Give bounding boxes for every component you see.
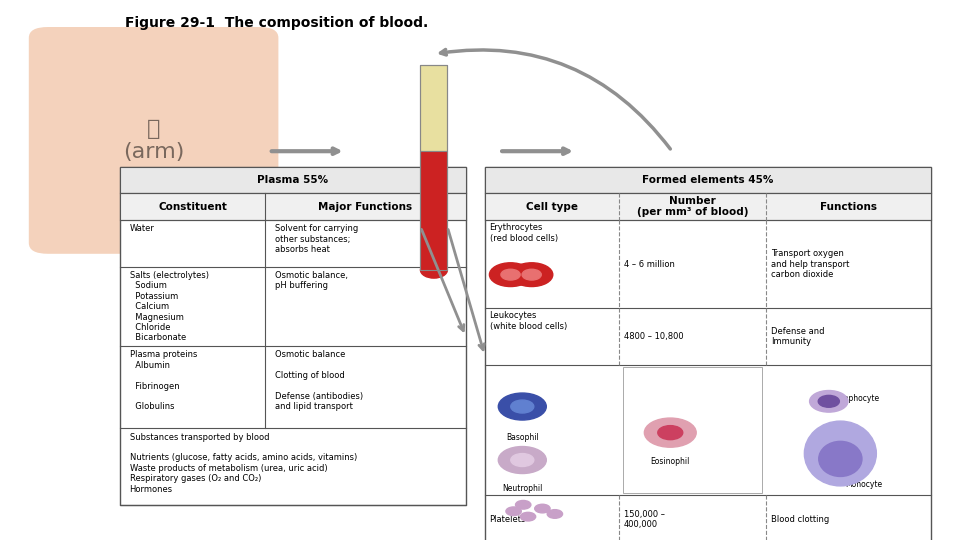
Circle shape xyxy=(511,400,534,413)
FancyBboxPatch shape xyxy=(485,167,931,193)
Text: Plasma proteins
  Albumin

  Fibrinogen

  Globulins: Plasma proteins Albumin Fibrinogen Globu… xyxy=(130,350,197,411)
Text: Platelets: Platelets xyxy=(490,515,526,524)
FancyBboxPatch shape xyxy=(120,193,466,220)
Ellipse shape xyxy=(420,262,447,278)
Text: Defense and
Immunity: Defense and Immunity xyxy=(771,327,825,346)
Text: Constituent: Constituent xyxy=(158,201,227,212)
Text: Major Functions: Major Functions xyxy=(319,201,413,212)
Circle shape xyxy=(522,269,541,280)
Text: Basophil: Basophil xyxy=(506,433,539,442)
Circle shape xyxy=(498,447,546,474)
FancyBboxPatch shape xyxy=(420,151,447,270)
Circle shape xyxy=(506,507,521,516)
Text: Substances transported by blood

Nutrients (glucose, fatty acids, amino acids, v: Substances transported by blood Nutrient… xyxy=(130,433,357,494)
Circle shape xyxy=(535,504,550,513)
FancyBboxPatch shape xyxy=(120,167,466,193)
FancyBboxPatch shape xyxy=(120,167,466,505)
FancyBboxPatch shape xyxy=(485,193,931,220)
FancyBboxPatch shape xyxy=(485,167,931,540)
Circle shape xyxy=(498,393,546,420)
Text: Blood clotting: Blood clotting xyxy=(771,515,829,524)
Circle shape xyxy=(658,426,683,440)
Text: Water: Water xyxy=(130,225,155,233)
Text: Plasma 55%: Plasma 55% xyxy=(257,175,328,185)
Text: Formed elements 45%: Formed elements 45% xyxy=(642,175,774,185)
Circle shape xyxy=(490,263,532,287)
Text: Functions: Functions xyxy=(820,201,877,212)
FancyBboxPatch shape xyxy=(29,27,278,254)
Circle shape xyxy=(809,390,848,412)
Text: Osmotic balance

Clotting of blood

Defense (antibodies)
and lipid transport: Osmotic balance Clotting of blood Defens… xyxy=(275,350,363,411)
Text: Erythrocytes
(red blood cells): Erythrocytes (red blood cells) xyxy=(490,224,558,243)
FancyBboxPatch shape xyxy=(420,65,447,151)
Text: Transport oxygen
and help transport
carbon dioxide: Transport oxygen and help transport carb… xyxy=(771,249,850,279)
Text: Lymphocyte: Lymphocyte xyxy=(833,394,879,403)
Text: Osmotic balance,
pH buffering: Osmotic balance, pH buffering xyxy=(275,271,348,291)
Text: Solvent for carrying
other substances;
absorbs heat: Solvent for carrying other substances; a… xyxy=(275,225,358,254)
Text: Monocyte: Monocyte xyxy=(845,480,882,489)
Circle shape xyxy=(511,263,553,287)
Circle shape xyxy=(516,501,531,509)
Text: 150,000 –
400,000: 150,000 – 400,000 xyxy=(624,510,664,529)
Text: Neutrophil: Neutrophil xyxy=(502,483,542,492)
Ellipse shape xyxy=(804,421,876,486)
Ellipse shape xyxy=(819,441,862,476)
Circle shape xyxy=(547,510,563,518)
Circle shape xyxy=(818,395,839,407)
Circle shape xyxy=(520,512,536,521)
Text: Salts (electrolytes)
  Sodium
  Potassium
  Calcium
  Magnesium
  Chloride
  Bic: Salts (electrolytes) Sodium Potassium Ca… xyxy=(130,271,208,342)
Text: ✋
(arm): ✋ (arm) xyxy=(123,119,184,162)
Text: Cell type: Cell type xyxy=(526,201,578,212)
Circle shape xyxy=(511,454,534,467)
Text: 4 – 6 million: 4 – 6 million xyxy=(624,260,674,268)
Text: Figure 29-1  The composition of blood.: Figure 29-1 The composition of blood. xyxy=(125,16,428,30)
Text: 4800 – 10,800: 4800 – 10,800 xyxy=(624,332,684,341)
Text: Eosinophil: Eosinophil xyxy=(651,457,690,467)
Circle shape xyxy=(644,418,696,447)
Circle shape xyxy=(501,269,520,280)
Text: Number
(per mm³ of blood): Number (per mm³ of blood) xyxy=(636,195,748,217)
Text: Leukocytes
(white blood cells): Leukocytes (white blood cells) xyxy=(490,312,566,330)
